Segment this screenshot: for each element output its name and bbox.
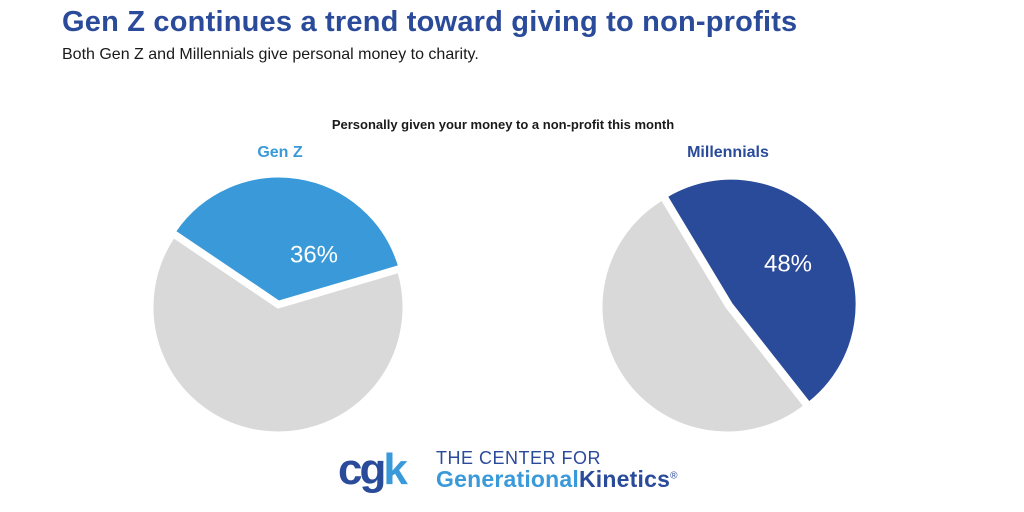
pie-title-millennials: Millennials (687, 144, 769, 161)
logo-line1: THE CENTER FOR (436, 448, 602, 468)
logo-mark-c: c (338, 445, 363, 494)
page-title: Gen Z continues a trend toward giving to… (62, 6, 798, 38)
pie-slice-value-1 (664, 176, 859, 406)
logo-registered: ® (670, 470, 678, 482)
pie-slice-remainder-1 (599, 196, 808, 435)
pie-title-gen-z: Gen Z (257, 144, 303, 161)
pie-data-label-1: 48% (764, 250, 812, 277)
logo-line2: GenerationalKinetics® (436, 466, 678, 493)
page-subtitle: Both Gen Z and Millennials give personal… (62, 46, 479, 63)
pie-data-label-0: 36% (290, 241, 338, 268)
logo-mark-k: k (383, 445, 408, 494)
chart-caption: Personally given your money to a non-pro… (331, 117, 675, 132)
logo-mark-g: g (359, 445, 386, 494)
logo-line2-generational: Generational (436, 466, 579, 492)
cgk-logo: cgk THE CENTER FOR GenerationalKinetics® (338, 444, 698, 500)
pie-slice-value-0 (172, 174, 402, 304)
cgk-logo-mark: cgk (338, 444, 408, 496)
pie-slice-remainder-0 (150, 234, 406, 435)
logo-line2-kinetics: Kinetics (579, 466, 671, 492)
